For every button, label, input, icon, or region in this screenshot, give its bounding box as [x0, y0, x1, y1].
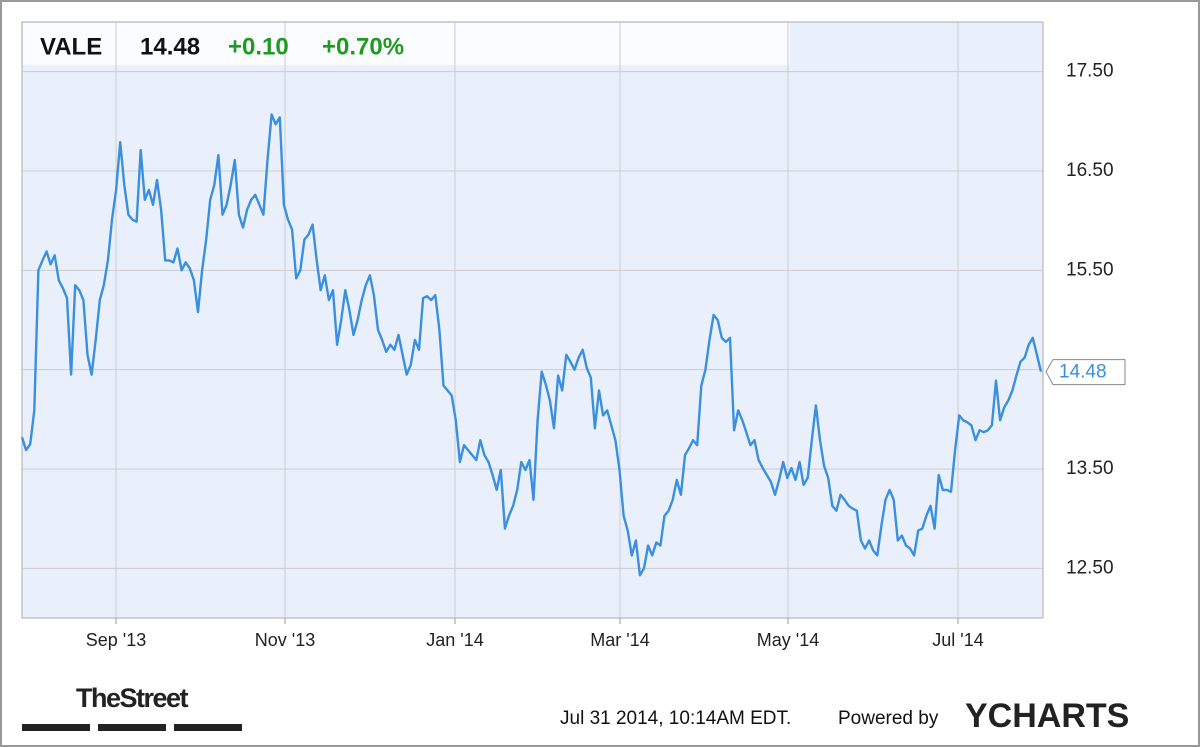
x-tick-label: Mar '14: [590, 630, 649, 650]
x-tick-label: Jul '14: [932, 630, 983, 650]
y-tick-label: 12.50: [1066, 557, 1114, 578]
ticker: VALE: [40, 33, 102, 60]
price-line: [20, 113, 1043, 577]
change: +0.10: [228, 33, 289, 60]
header-band: [23, 23, 790, 65]
last-value-box: [1045, 359, 1126, 386]
change-percent: +0.70%: [322, 33, 404, 60]
y-tick-label: 17.50: [1066, 61, 1114, 82]
provider: YCHARTS: [965, 697, 1129, 735]
x-tick-label: Sep '13: [86, 630, 147, 650]
timestamp: Jul 31 2014, 10:14AM EDT.: [560, 708, 791, 729]
brand: TheStreet: [76, 683, 189, 713]
plot-area: [21, 21, 1044, 619]
brand-bar: [174, 724, 242, 731]
last-value-label: 14.48: [1059, 362, 1107, 383]
x-tick-label: May '14: [757, 630, 819, 650]
powered-by: Powered by: [838, 708, 939, 729]
brand-bar: [22, 724, 90, 731]
x-tick-label: Nov '13: [255, 630, 315, 650]
grid: [22, 22, 1043, 618]
y-tick-label: 13.50: [1066, 458, 1114, 479]
y-tick-label: 15.50: [1066, 259, 1114, 280]
plot: [20, 113, 1043, 577]
y-tick-label: 16.50: [1066, 160, 1114, 181]
x-tick-label: Jan '14: [426, 630, 483, 650]
brand-bar: [98, 724, 166, 731]
price: 14.48: [140, 33, 200, 60]
